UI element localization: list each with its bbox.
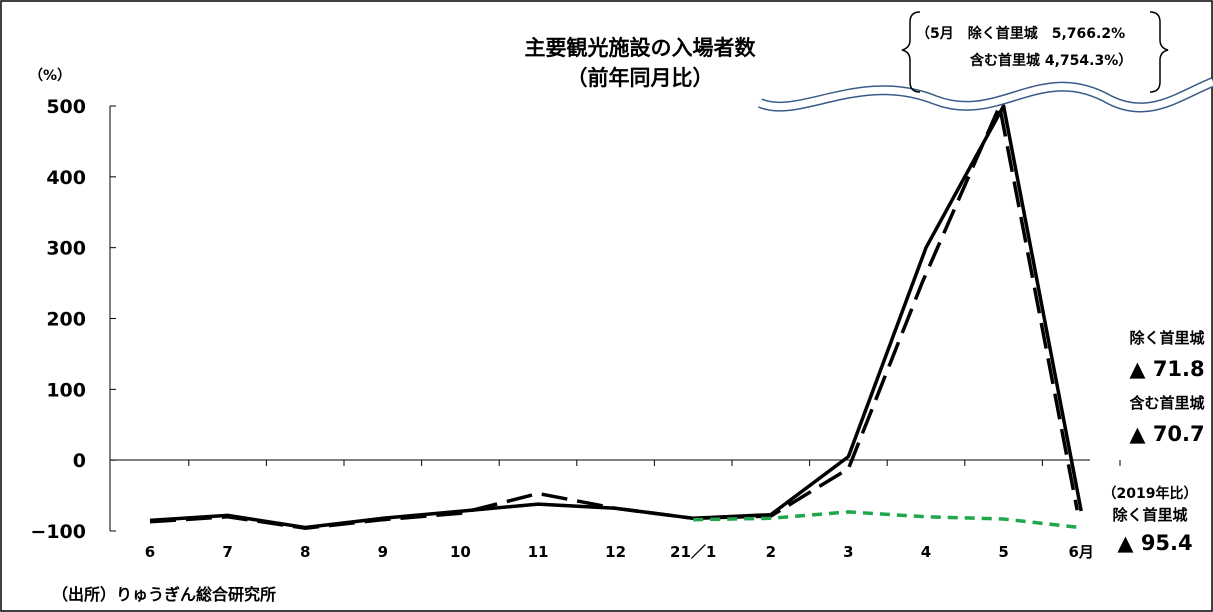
y-tick-label: −100 <box>30 521 86 543</box>
x-tick-label: 4 <box>921 543 931 561</box>
y-tick-label: 400 <box>46 167 86 189</box>
x-tick-label: 5 <box>998 543 1008 561</box>
label-excl-shurijo-2019: 除く首里城 <box>1112 506 1187 524</box>
note-vs-2019: （2019年比） <box>1103 485 1198 502</box>
series-line-1 <box>149 104 1079 530</box>
x-tick-label: 3 <box>843 543 853 561</box>
x-tick-label: 10 <box>450 543 471 561</box>
y-tick-label: 500 <box>46 96 86 118</box>
x-tick-label: 21／1 <box>670 543 716 561</box>
series-line-0 <box>149 104 1083 530</box>
x-tick-label: 11 <box>528 543 549 561</box>
break-annotation-line2: 含む首里城 4,754.3%） <box>970 52 1132 69</box>
chart-title: 主要観光施設の入場者数 <box>525 36 757 60</box>
axis-break-mark <box>758 77 1213 113</box>
x-tick-label: 6月 <box>1068 543 1093 561</box>
x-ticks: 6 7 8 9 10 11 12 21／1 2 3 4 5 6月 <box>145 460 1121 561</box>
y-ticks: 500 400 300 200 100 0 −100 <box>30 96 116 543</box>
break-annotation-line1: （5月 除く首里城 5,766.2% <box>916 25 1125 42</box>
left-brace <box>901 11 921 93</box>
series-group <box>149 104 1083 530</box>
series-line-2 <box>693 510 1082 530</box>
x-tick-label: 2 <box>766 543 776 561</box>
x-tick-label: 9 <box>378 543 388 561</box>
label-incl-shurijo: 含む首里城 <box>1129 394 1204 412</box>
y-tick-label: 0 <box>73 450 86 472</box>
x-tick-label: 8 <box>300 543 310 561</box>
chart-subtitle: （前年同月比） <box>567 66 714 90</box>
x-tick-label: 7 <box>222 543 232 561</box>
y-tick-label: 300 <box>46 238 86 260</box>
x-tick-label: 12 <box>605 543 626 561</box>
value-excl-shurijo-2019: ▲ 95.4 <box>1117 531 1192 555</box>
y-tick-label: 200 <box>46 309 86 331</box>
source-note: （出所）りゅうぎん総合研究所 <box>52 585 276 604</box>
value-incl-shurijo: ▲ 70.7 <box>1129 422 1204 446</box>
y-tick-label: 100 <box>46 379 86 401</box>
y-axis-label: （%） <box>29 68 71 84</box>
right-brace <box>1149 11 1169 93</box>
value-excl-shurijo: ▲ 71.8 <box>1129 357 1204 381</box>
label-excl-shurijo: 除く首里城 <box>1129 329 1204 347</box>
x-tick-label: 6 <box>145 543 155 561</box>
